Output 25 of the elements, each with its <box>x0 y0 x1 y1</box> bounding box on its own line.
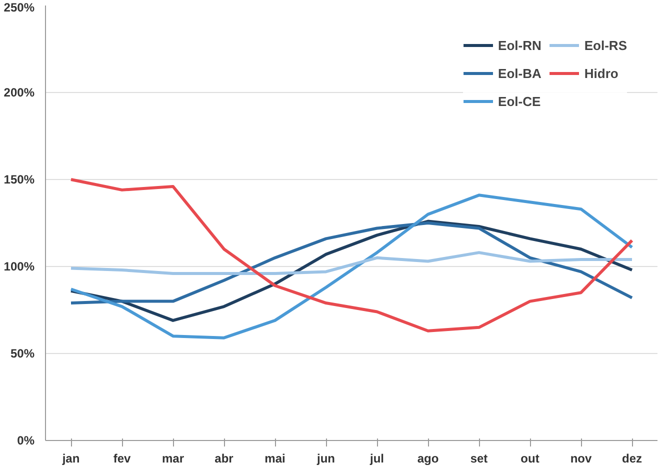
x-tick-label: jul <box>369 452 384 466</box>
line-series <box>70 222 634 305</box>
x-tick-label: out <box>520 452 540 466</box>
x-tick-label: jan <box>61 452 80 466</box>
legend-label: Eol-BA <box>498 66 542 80</box>
legend-label: Eol-CE <box>498 94 541 108</box>
x-tick-label: mar <box>162 452 184 466</box>
y-tick-label: 50% <box>10 346 35 360</box>
legend-label: Eol-RS <box>584 38 627 52</box>
y-tick-label: 250% <box>4 0 35 14</box>
legend-label: Eol-RN <box>498 38 542 52</box>
line-series <box>70 251 634 275</box>
x-tick-label: jun <box>316 452 336 466</box>
x-tick-label: abr <box>214 452 234 466</box>
x-tick-label: fev <box>113 452 131 466</box>
y-tick-label: 150% <box>4 172 35 186</box>
x-tick-label: set <box>470 452 488 466</box>
y-tick-label: 200% <box>4 86 35 100</box>
y-tick-label: 0% <box>17 434 35 448</box>
legend-label: Hidro <box>584 66 618 80</box>
x-tick-label: dez <box>622 452 642 466</box>
x-tick-label: nov <box>570 452 592 466</box>
x-tick-label: mai <box>264 452 286 466</box>
x-tick-label: ago <box>417 452 439 466</box>
y-tick-label: 100% <box>4 260 35 274</box>
